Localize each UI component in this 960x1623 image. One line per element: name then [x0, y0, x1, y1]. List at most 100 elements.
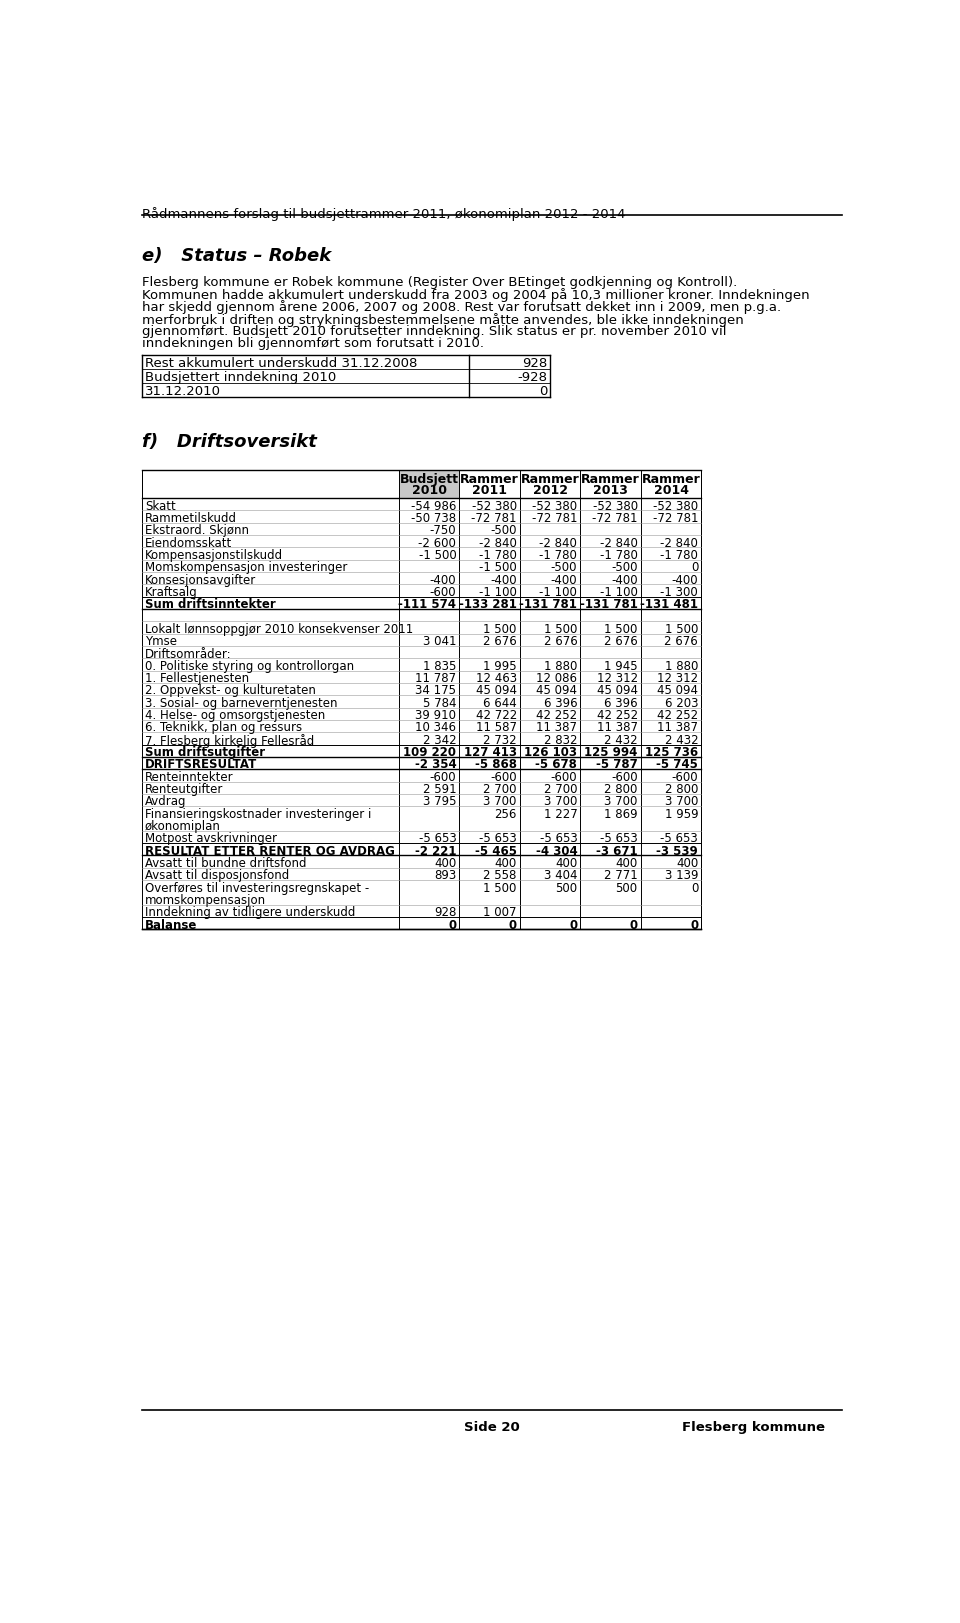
Text: 39 910: 39 910 [416, 709, 456, 722]
Text: 45 094: 45 094 [658, 685, 698, 698]
Text: 400: 400 [434, 857, 456, 870]
Text: -1 780: -1 780 [600, 549, 637, 562]
Text: 1 227: 1 227 [543, 808, 577, 821]
Text: -600: -600 [430, 771, 456, 784]
Text: 500: 500 [555, 881, 577, 894]
Text: -5 653: -5 653 [660, 833, 698, 846]
Text: 11 387: 11 387 [658, 722, 698, 735]
Text: -5 465: -5 465 [475, 844, 516, 857]
Text: -5 653: -5 653 [540, 833, 577, 846]
Text: 1 959: 1 959 [664, 808, 698, 821]
Text: Momskompensasjon investeringer: Momskompensasjon investeringer [145, 562, 348, 575]
Text: 34 175: 34 175 [416, 685, 456, 698]
Text: -3 539: -3 539 [657, 844, 698, 857]
Text: 1 500: 1 500 [484, 623, 516, 636]
Text: har skjedd gjennom årene 2006, 2007 og 2008. Rest var forutsatt dekket inn i 200: har skjedd gjennom årene 2006, 2007 og 2… [142, 300, 780, 315]
Text: 11 587: 11 587 [476, 722, 516, 735]
Text: 2 676: 2 676 [543, 635, 577, 648]
Text: 0: 0 [690, 919, 698, 932]
Text: -54 986: -54 986 [411, 500, 456, 513]
Text: 127 413: 127 413 [464, 747, 516, 760]
Text: 3 700: 3 700 [664, 795, 698, 808]
Text: Renteutgifter: Renteutgifter [145, 782, 223, 795]
Text: -72 781: -72 781 [471, 511, 516, 524]
Text: -5 745: -5 745 [657, 758, 698, 771]
Text: 928: 928 [434, 906, 456, 919]
Text: 0: 0 [691, 562, 698, 575]
Text: 2 832: 2 832 [543, 734, 577, 747]
Text: Kompensasjonstilskudd: Kompensasjonstilskudd [145, 549, 283, 562]
Text: 2012: 2012 [533, 484, 567, 497]
Text: merforbruk i driften og strykningsbestemmelsene måtte anvendes, ble ikke inndekn: merforbruk i driften og strykningsbestem… [142, 313, 743, 326]
Text: -500: -500 [551, 562, 577, 575]
Text: Kommunen hadde akkumulert underskudd fra 2003 og 2004 på 10,3 millioner kroner. : Kommunen hadde akkumulert underskudd fra… [142, 287, 809, 302]
Text: 1 007: 1 007 [483, 906, 516, 919]
Text: 2 732: 2 732 [483, 734, 516, 747]
Text: e)   Status – Robek: e) Status – Robek [142, 247, 331, 265]
Text: Rammetilskudd: Rammetilskudd [145, 511, 237, 524]
Text: Konsesjonsavgifter: Konsesjonsavgifter [145, 573, 256, 586]
Text: -4 304: -4 304 [536, 844, 577, 857]
Text: 31.12.2010: 31.12.2010 [145, 385, 221, 398]
Text: Flesberg kommune er Robek kommune (Register Over BEtinget godkjenning og Kontrol: Flesberg kommune er Robek kommune (Regis… [142, 276, 737, 289]
Text: 1 500: 1 500 [484, 881, 516, 894]
Text: 400: 400 [494, 857, 516, 870]
Text: 3 700: 3 700 [484, 795, 516, 808]
Text: Overføres til investeringsregnskapet -: Overføres til investeringsregnskapet - [145, 881, 369, 894]
Text: 11 387: 11 387 [537, 722, 577, 735]
Text: -111 574: -111 574 [398, 599, 456, 612]
Text: Motpost avskrivninger: Motpost avskrivninger [145, 833, 276, 846]
Text: 42 252: 42 252 [657, 709, 698, 722]
Text: 2 676: 2 676 [604, 635, 637, 648]
Text: 3 700: 3 700 [544, 795, 577, 808]
Text: -600: -600 [430, 586, 456, 599]
Text: Rådmannens forslag til budsjettrammer 2011, økonomiplan 2012 - 2014: Rådmannens forslag til budsjettrammer 20… [142, 208, 625, 221]
Text: 2 432: 2 432 [664, 734, 698, 747]
Text: 0. Politiske styring og kontrollorgan: 0. Politiske styring og kontrollorgan [145, 661, 354, 674]
Text: -1 780: -1 780 [660, 549, 698, 562]
Text: -131 781: -131 781 [519, 599, 577, 612]
Text: -750: -750 [430, 524, 456, 537]
Text: 3 404: 3 404 [543, 870, 577, 883]
Text: 893: 893 [434, 870, 456, 883]
Text: -72 781: -72 781 [653, 511, 698, 524]
Text: Lokalt lønnsoppgjør 2010 konsekvenser 2011: Lokalt lønnsoppgjør 2010 konsekvenser 20… [145, 623, 413, 636]
Text: Rest akkumulert underskudd 31.12.2008: Rest akkumulert underskudd 31.12.2008 [145, 357, 418, 370]
Text: Ekstraord. Skjønn: Ekstraord. Skjønn [145, 524, 249, 537]
Text: Skatt: Skatt [145, 500, 176, 513]
Text: -5 678: -5 678 [536, 758, 577, 771]
Text: 11 787: 11 787 [416, 672, 456, 685]
Text: 45 094: 45 094 [537, 685, 577, 698]
Text: 2 800: 2 800 [605, 782, 637, 795]
Text: 2 342: 2 342 [422, 734, 456, 747]
Text: 1. Fellestjenesten: 1. Fellestjenesten [145, 672, 249, 685]
Text: Flesberg kommune: Flesberg kommune [683, 1422, 826, 1435]
Text: -5 787: -5 787 [596, 758, 637, 771]
Text: 6. Teknikk, plan og ressurs: 6. Teknikk, plan og ressurs [145, 722, 302, 735]
Text: -133 281: -133 281 [459, 599, 516, 612]
Text: 0: 0 [539, 385, 547, 398]
Text: 45 094: 45 094 [476, 685, 516, 698]
Text: 2 676: 2 676 [664, 635, 698, 648]
Text: Budsjettert inndekning 2010: Budsjettert inndekning 2010 [145, 372, 336, 385]
Text: -600: -600 [491, 771, 516, 784]
Text: 1 869: 1 869 [604, 808, 637, 821]
Text: -2 840: -2 840 [660, 537, 698, 550]
Text: 0: 0 [630, 919, 637, 932]
Text: -2 354: -2 354 [415, 758, 456, 771]
Text: 6 396: 6 396 [543, 696, 577, 709]
Text: Finansieringskostnader investeringer i: Finansieringskostnader investeringer i [145, 808, 372, 821]
Text: Side 20: Side 20 [464, 1422, 520, 1435]
Text: 12 086: 12 086 [537, 672, 577, 685]
Text: 125 736: 125 736 [645, 747, 698, 760]
Text: 11 387: 11 387 [597, 722, 637, 735]
Text: 3 700: 3 700 [605, 795, 637, 808]
Text: Avsatt til disposjonsfond: Avsatt til disposjonsfond [145, 870, 289, 883]
Text: -72 781: -72 781 [532, 511, 577, 524]
Text: -1 100: -1 100 [600, 586, 637, 599]
Text: 2 700: 2 700 [543, 782, 577, 795]
Text: -5 868: -5 868 [475, 758, 516, 771]
Text: DRIFTSRESULTAT: DRIFTSRESULTAT [145, 758, 257, 771]
Text: inndekningen bli gjennomført som forutsatt i 2010.: inndekningen bli gjennomført som forutsa… [142, 338, 484, 351]
Text: 3 041: 3 041 [422, 635, 456, 648]
